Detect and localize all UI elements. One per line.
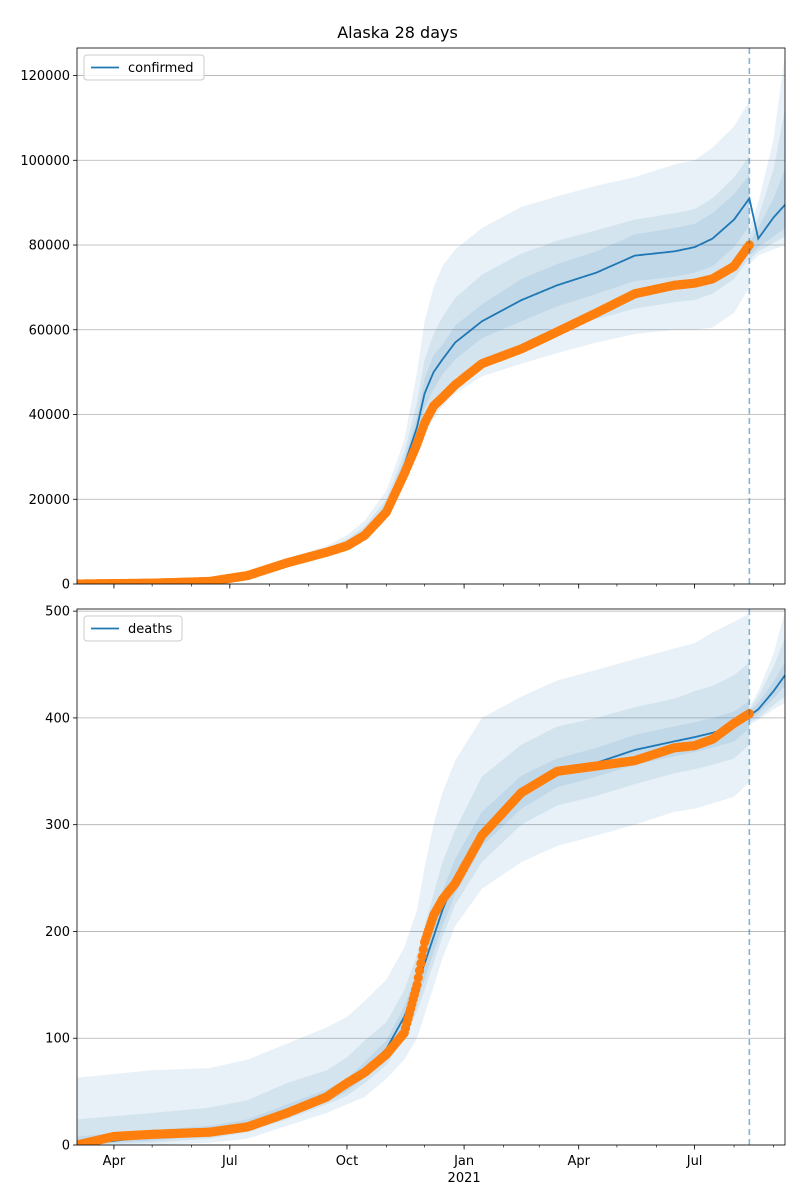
y-tick-label: 300 (45, 818, 70, 833)
observed-point (413, 973, 423, 983)
uncertainty-band-2 (77, 175, 750, 584)
legend: deaths (83, 615, 183, 642)
x-tick-label: Oct (336, 1154, 358, 1169)
observed-point (414, 966, 425, 976)
uncertainty-band-1 (77, 662, 750, 1145)
observed-point (412, 980, 422, 990)
x-tick-label: Jan (453, 1154, 474, 1169)
chart-title: Alaska 28 days (337, 23, 458, 42)
y-tick-label: 500 (45, 605, 70, 620)
y-axis: 0 20000 40000 60000 80000 100000 120000 (20, 69, 77, 593)
observed-point (744, 240, 754, 250)
observed-point (418, 944, 428, 954)
x-tick-label: Jul (221, 1154, 238, 1169)
legend-box (83, 615, 183, 642)
x-year-label: 2021 (448, 1171, 481, 1186)
x-tick-label: Jul (686, 1154, 703, 1169)
y-tick-label: 100000 (20, 154, 70, 169)
y-tick-label: 400 (45, 711, 70, 726)
uncertainty-band-3 (749, 662, 785, 721)
uncertainty-band-1 (77, 156, 750, 584)
y-tick-label: 80000 (29, 239, 70, 254)
observed-points (77, 240, 754, 584)
y-tick-label: 100 (45, 1032, 70, 1047)
y-tick-label: 200 (45, 925, 70, 940)
y-tick-label: 60000 (29, 323, 70, 338)
legend: confirmed (83, 54, 205, 81)
observed-points (77, 709, 754, 1145)
uncertainty-band-0 (77, 613, 750, 1145)
x-axis (113, 584, 774, 589)
y-tick-label: 0 (62, 578, 70, 593)
legend-label: confirmed (128, 61, 194, 76)
uncertainty-band-5 (749, 54, 785, 265)
x-tick-label: Apr (103, 1154, 126, 1169)
y-tick-label: 0 (62, 1139, 70, 1154)
plot-area (77, 611, 785, 1145)
y-tick-label: 20000 (29, 493, 70, 508)
observed-point (417, 951, 427, 961)
deaths-panel: 0 100 200 300 400 500 Apr Jul Oct Jan Apr Jul 2021 de… (45, 605, 786, 1186)
y-axis: 0 100 200 300 400 500 (45, 605, 77, 1154)
plot-area (77, 54, 785, 584)
y-tick-label: 40000 (29, 408, 70, 423)
uncertainty-band-4 (749, 109, 785, 260)
y-tick-label: 120000 (20, 69, 70, 84)
uncertainty-band-4 (749, 637, 785, 723)
axes-frame (76, 608, 786, 1146)
x-tick-label: Apr (567, 1154, 590, 1169)
confirmed-panel: 0 20000 40000 60000 80000 100000 120000 confirm… (20, 47, 786, 593)
uncertainty-band-3 (749, 168, 785, 256)
legend-box (83, 54, 205, 81)
x-axis: Apr Jul Oct Jan Apr Jul 2021 (103, 1145, 774, 1186)
uncertainty-band-5 (749, 611, 785, 725)
observed-point (416, 958, 426, 969)
axes-frame (76, 47, 786, 585)
legend-label: deaths (128, 622, 173, 637)
uncertainty-band-0 (77, 100, 750, 584)
